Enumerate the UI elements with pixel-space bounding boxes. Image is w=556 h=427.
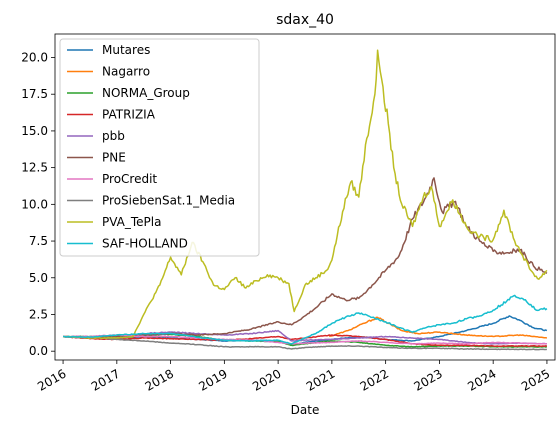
- y-tick-label: 12.5: [21, 161, 48, 175]
- legend-label: PNE: [102, 151, 126, 165]
- plot-frame: [54, 33, 556, 361]
- legend-label: SAF-HOLLAND: [102, 237, 188, 251]
- x-tick-label: 2023: [411, 366, 444, 393]
- legend-label: Nagarro: [102, 65, 150, 79]
- y-tick-label: 15.0: [21, 124, 48, 138]
- y-tick-label: 7.5: [29, 234, 48, 248]
- legend-label: ProCredit: [102, 172, 157, 186]
- x-tick-label: 2017: [89, 366, 122, 393]
- y-tick-label: 5.0: [29, 271, 48, 285]
- series-line-nagarro: [328, 316, 548, 339]
- x-axis: 2016 2017 2018 2019 2020 2021 2022 2023 2024 2025: [35, 360, 552, 394]
- x-tick-label: 2020: [250, 366, 283, 393]
- y-tick-label: 20.0: [21, 50, 48, 64]
- plot-lines: [62, 49, 548, 351]
- legend-box: [59, 38, 260, 257]
- x-tick-label: 2021: [304, 366, 337, 393]
- series-line-prosiebensat-1-media: [62, 335, 547, 351]
- x-tick-label: 2019: [196, 366, 229, 393]
- x-tick-label: 2016: [35, 366, 68, 393]
- series-line-procredit: [62, 334, 547, 345]
- legend: Mutares Nagarro NORMA_Group PATRIZIA pbb PNE P…: [59, 38, 260, 257]
- y-tick-label: 2.5: [29, 307, 48, 321]
- y-tick-label: 10.0: [21, 197, 48, 211]
- legend-label: ProSiebenSat.1_Media: [102, 194, 235, 208]
- legend-label: NORMA_Group: [102, 86, 190, 100]
- y-axis: 0.0 2.5 5.0 7.5 10.0 12.5 15.0 17.5 20.0: [21, 50, 55, 358]
- y-tick-label: 0.0: [29, 344, 48, 358]
- legend-label: Mutares: [102, 43, 150, 57]
- legend-label: PATRIZIA: [102, 108, 156, 122]
- series-line-pva-tepla: [62, 49, 548, 340]
- legend-label: pbb: [102, 129, 125, 143]
- x-tick-label: 2025: [519, 366, 552, 393]
- series-line-saf-holland: [63, 294, 548, 345]
- x-tick-label: 2024: [465, 366, 498, 393]
- x-axis-label: Date: [291, 403, 320, 417]
- chart-title: sdax_40: [276, 12, 334, 28]
- x-tick-label: 2022: [358, 366, 391, 393]
- legend-label: PVA_TePla: [102, 215, 161, 229]
- y-tick-label: 17.5: [21, 87, 48, 101]
- x-tick-label: 2018: [143, 366, 176, 393]
